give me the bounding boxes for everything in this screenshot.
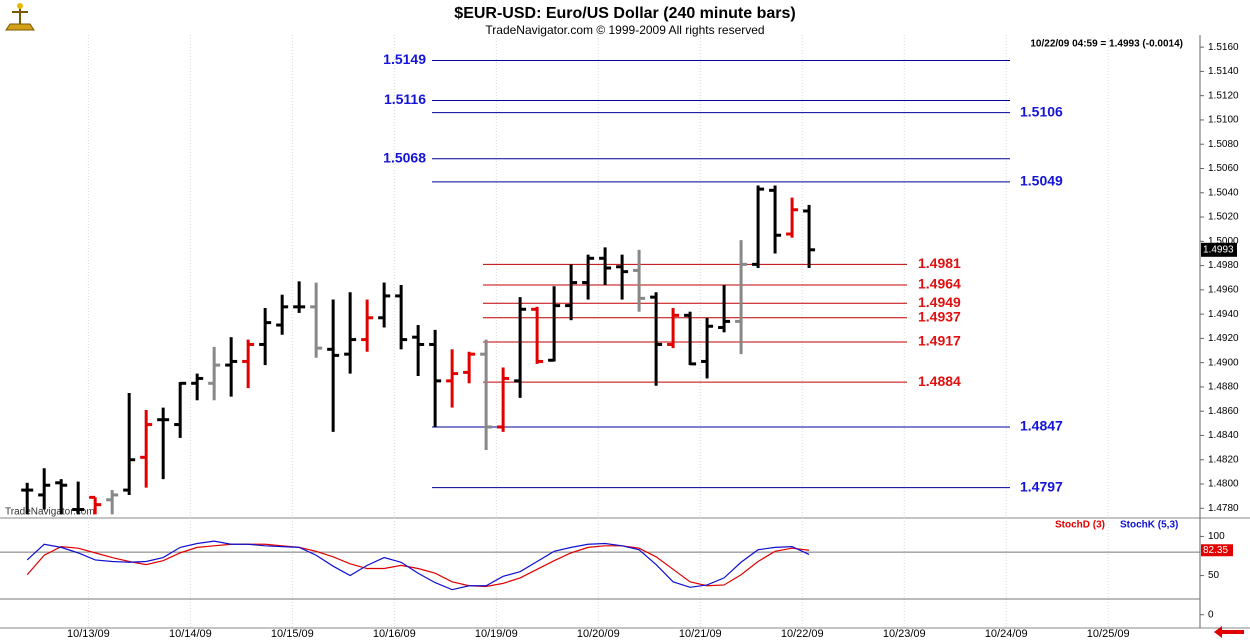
y-tick-label: 100: [1208, 531, 1225, 542]
y-tick-label: 1.5080: [1208, 139, 1239, 150]
y-tick-label: 1.5000: [1208, 236, 1239, 247]
last-price-box: [1201, 242, 1237, 257]
x-tick-label: 10/23/09: [883, 628, 926, 640]
y-tick-label: 1.4820: [1208, 454, 1239, 465]
level-label: 1.5106: [1020, 103, 1063, 119]
x-tick-label: 10/25/09: [1087, 628, 1130, 640]
stoch-line: [26, 540, 810, 591]
y-tick-label: 1.4920: [1208, 333, 1239, 344]
y-tick-label: 1.5120: [1208, 90, 1239, 101]
y-tick-label: 1.5160: [1208, 42, 1239, 53]
y-tick-label: 1.4780: [1208, 503, 1239, 514]
level-label: 1.4884: [918, 373, 961, 389]
watermark: TradeNavigator.com: [5, 507, 95, 518]
level-label: 1.4981: [918, 255, 961, 271]
level-label: 1.4917: [918, 333, 961, 349]
y-tick-label: 1.4980: [1208, 260, 1239, 271]
level-label: 1.4949: [918, 294, 961, 310]
quote: 10/22/09 04:59 = 1.4993 (-0.0014): [1030, 39, 1183, 50]
y-tick-label: 1.4800: [1208, 479, 1239, 490]
chart-title: $EUR-USD: Euro/US Dollar (240 minute bar…: [454, 5, 795, 22]
x-tick-label: 10/19/09: [475, 628, 518, 640]
y-tick-label: 1.5060: [1208, 163, 1239, 174]
level-label: 1.4937: [918, 308, 961, 324]
y-tick-label: 1.4960: [1208, 284, 1239, 295]
y-tick-label: 1.4860: [1208, 406, 1239, 417]
x-tick-label: 10/21/09: [679, 628, 722, 640]
x-tick-label: 10/13/09: [67, 628, 110, 640]
last-value-box: [1201, 544, 1233, 557]
y-tick-label: 1.5040: [1208, 187, 1239, 198]
y-tick-label: 1.4940: [1208, 309, 1239, 320]
x-tick-label: 10/15/09: [271, 628, 314, 640]
chart-subtitle: TradeNavigator.com © 1999-2009 All right…: [485, 23, 764, 37]
scroll-arrow[interactable]: [1214, 626, 1244, 638]
y-tick-label: 1.4900: [1208, 357, 1239, 368]
x-tick-label: 10/22/09: [781, 628, 824, 640]
x-tick-label: 10/20/09: [577, 628, 620, 640]
y-tick-label: 0: [1208, 609, 1214, 620]
x-tick-label: 10/24/09: [985, 628, 1028, 640]
legend-entry: StochD (3): [1055, 520, 1105, 531]
level-label: 1.5068: [383, 149, 426, 165]
y-tick-label: 1.4880: [1208, 382, 1239, 393]
stoch-line: [26, 543, 810, 588]
level-label: 1.4964: [918, 276, 961, 292]
y-tick-label: 1.5100: [1208, 115, 1239, 126]
logo: [5, 3, 35, 31]
level-label: 1.5049: [1020, 173, 1063, 189]
level-label: 1.4847: [1020, 418, 1063, 434]
y-tick-label: 1.4840: [1208, 430, 1239, 441]
x-tick-label: 10/16/09: [373, 628, 416, 640]
last-price: 1.4993: [1203, 244, 1234, 255]
last-value: 82.35: [1203, 545, 1228, 556]
x-tick-label: 10/14/09: [169, 628, 212, 640]
y-tick-label: 1.5140: [1208, 66, 1239, 77]
level-label: 1.5116: [384, 91, 426, 107]
y-tick-label: 1.5020: [1208, 212, 1239, 223]
level-label: 1.4797: [1020, 478, 1063, 494]
y-tick-label: 50: [1208, 570, 1220, 581]
level-label: 1.5149: [383, 51, 426, 67]
legend-entry: StochK (5,3): [1120, 520, 1178, 531]
